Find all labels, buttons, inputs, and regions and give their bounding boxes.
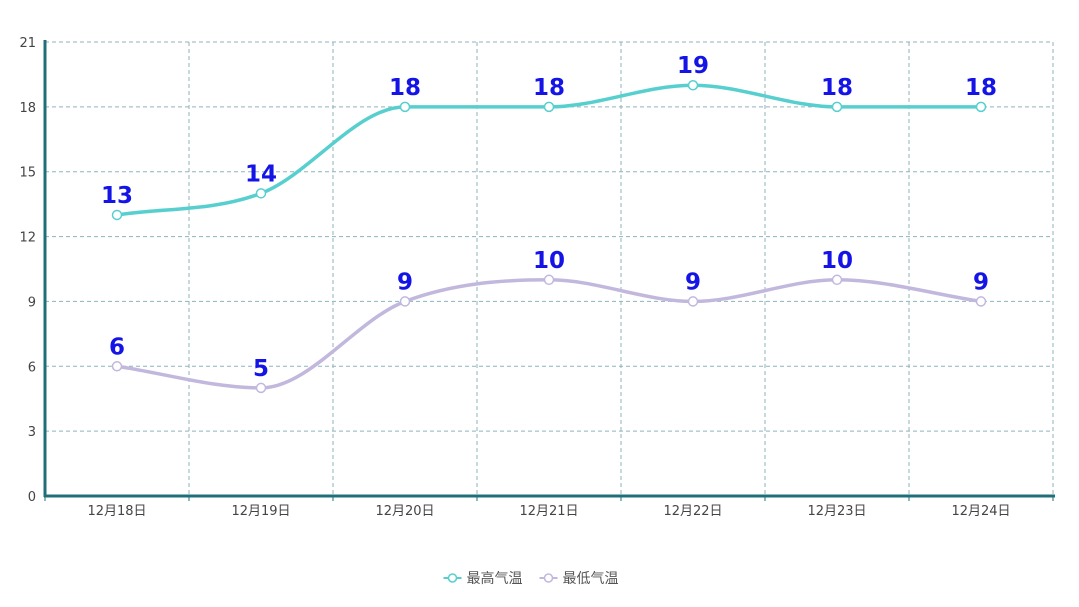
data-point[interactable] (975, 101, 987, 113)
data-label: 5 (253, 356, 269, 382)
data-point[interactable] (687, 79, 699, 91)
legend-label: 最高气温 (467, 570, 523, 587)
y-tick-label: 3 (28, 425, 36, 440)
data-label: 14 (245, 161, 277, 187)
data-point[interactable] (975, 296, 987, 307)
data-label: 18 (533, 75, 565, 101)
x-tick-label: 12月21日 (519, 504, 578, 519)
data-point[interactable] (831, 274, 843, 286)
x-tick-label: 12月22日 (663, 504, 722, 519)
y-tick-label: 12 (19, 231, 36, 246)
y-tick-label: 21 (19, 36, 36, 51)
y-tick-label: 0 (28, 490, 36, 505)
y-tick-label: 9 (28, 295, 36, 310)
data-label: 6 (109, 334, 125, 360)
data-label: 13 (101, 183, 133, 209)
x-tick-label: 12月23日 (807, 504, 866, 519)
legend-item-high[interactable]: 最高气温 (443, 570, 523, 587)
data-point[interactable] (543, 274, 555, 286)
legend-marker (543, 573, 554, 583)
legend-label: 最低气温 (563, 571, 619, 587)
data-point[interactable] (111, 209, 123, 221)
x-axis-ticks: 12月18日 12月19日 12月20日 12月21日 12月22日 12月23日 12月2… (44, 496, 1054, 519)
data-label: 10 (821, 248, 853, 274)
data-label: 18 (821, 75, 853, 101)
x-tick-label: 12月19日 (231, 504, 290, 519)
data-label: 10 (533, 248, 565, 274)
x-tick-label: 12月18日 (87, 504, 146, 519)
y-tick-label: 18 (19, 101, 36, 116)
data-point[interactable] (255, 382, 267, 394)
data-label: 18 (965, 75, 997, 101)
series-points (111, 79, 987, 394)
data-label: 19 (677, 53, 709, 79)
data-point[interactable] (399, 101, 411, 113)
data-point[interactable] (399, 296, 411, 307)
data-label: 9 (397, 269, 413, 295)
data-point[interactable] (111, 361, 123, 372)
legend[interactable]: 最高气温 最低气温 (443, 570, 619, 587)
data-point[interactable] (687, 296, 699, 307)
legend-item-low[interactable]: 最低气温 (539, 571, 619, 587)
data-point[interactable] (543, 101, 555, 113)
data-label: 9 (685, 269, 701, 295)
axes (43, 40, 1055, 498)
data-point[interactable] (831, 101, 843, 113)
y-axis-ticks: 0 3 6 9 12 15 18 21 (19, 36, 36, 505)
y-tick-label: 6 (28, 360, 36, 375)
legend-marker (447, 573, 458, 583)
data-labels: 13 14 18 18 19 18 18 6 5 9 10 9 10 9 (101, 53, 997, 382)
y-tick-label: 15 (19, 166, 36, 181)
series-line-low (115, 278, 983, 390)
data-label: 18 (389, 75, 421, 101)
x-tick-label: 12月20日 (375, 504, 434, 519)
data-point[interactable] (255, 188, 267, 199)
data-label: 9 (973, 269, 989, 295)
x-tick-label: 12月24日 (951, 504, 1010, 519)
